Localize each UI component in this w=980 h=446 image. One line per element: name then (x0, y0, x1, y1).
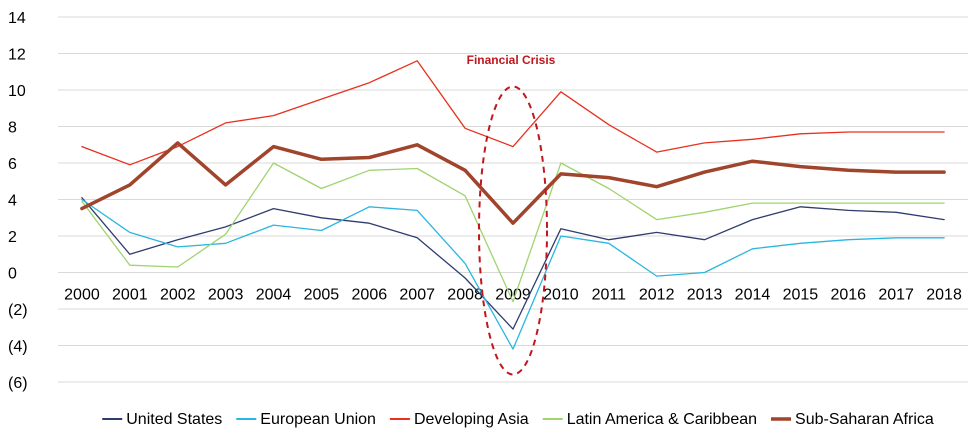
x-tick-label: 2001 (112, 287, 148, 304)
y-tick-label: (2) (8, 302, 28, 319)
legend-label-latin-america-caribbean: Latin America & Caribbean (567, 411, 757, 428)
legend-label-developing-asia: Developing Asia (414, 411, 529, 428)
y-tick-label: 14 (8, 10, 26, 27)
x-tick-label: 2012 (639, 287, 675, 304)
y-tick-label: 4 (8, 193, 17, 210)
x-tick-label: 2013 (687, 287, 723, 304)
x-tick-label: 2014 (735, 287, 771, 304)
x-tick-label: 2016 (830, 287, 866, 304)
x-tick-label: 2011 (592, 287, 627, 304)
y-tick-label: 6 (8, 156, 17, 173)
y-tick-label: 8 (8, 120, 17, 137)
x-tick-label: 2017 (878, 287, 914, 304)
y-tick-label: 12 (8, 47, 26, 64)
x-tick-label: 2003 (208, 287, 244, 304)
legend-label-united-states: United States (126, 411, 222, 428)
legend-label-sub-saharan-africa: Sub-Saharan Africa (795, 411, 934, 428)
y-tick-label: (6) (8, 375, 28, 392)
x-tick-label: 2018 (926, 287, 962, 304)
x-tick-label: 2002 (160, 287, 196, 304)
x-tick-label: 2000 (64, 287, 100, 304)
line-chart: 14 12 10 8 6 4 2 0 (2) (4) (6) 2000 2001 2002 2003 200… (0, 0, 980, 446)
x-tick-label: 2008 (447, 287, 483, 304)
x-tick-label: 2010 (543, 287, 579, 304)
x-tick-label: 2015 (783, 287, 819, 304)
legend-label-european-union: European Union (260, 411, 376, 428)
chart: 14 12 10 8 6 4 2 0 (2) (4) (6) 2000 2001 2002 2003 200… (0, 0, 980, 446)
y-tick-label: 2 (8, 229, 17, 246)
x-tick-label: 2004 (256, 287, 292, 304)
y-tick-label: (4) (8, 339, 28, 356)
x-tick-label: 2006 (352, 287, 388, 304)
y-tick-label: 10 (8, 83, 26, 100)
x-tick-label: 2005 (304, 287, 340, 304)
x-tick-label: 2007 (399, 287, 435, 304)
financial-crisis-label: Financial Crisis (467, 53, 556, 67)
y-tick-label: 0 (8, 266, 17, 283)
